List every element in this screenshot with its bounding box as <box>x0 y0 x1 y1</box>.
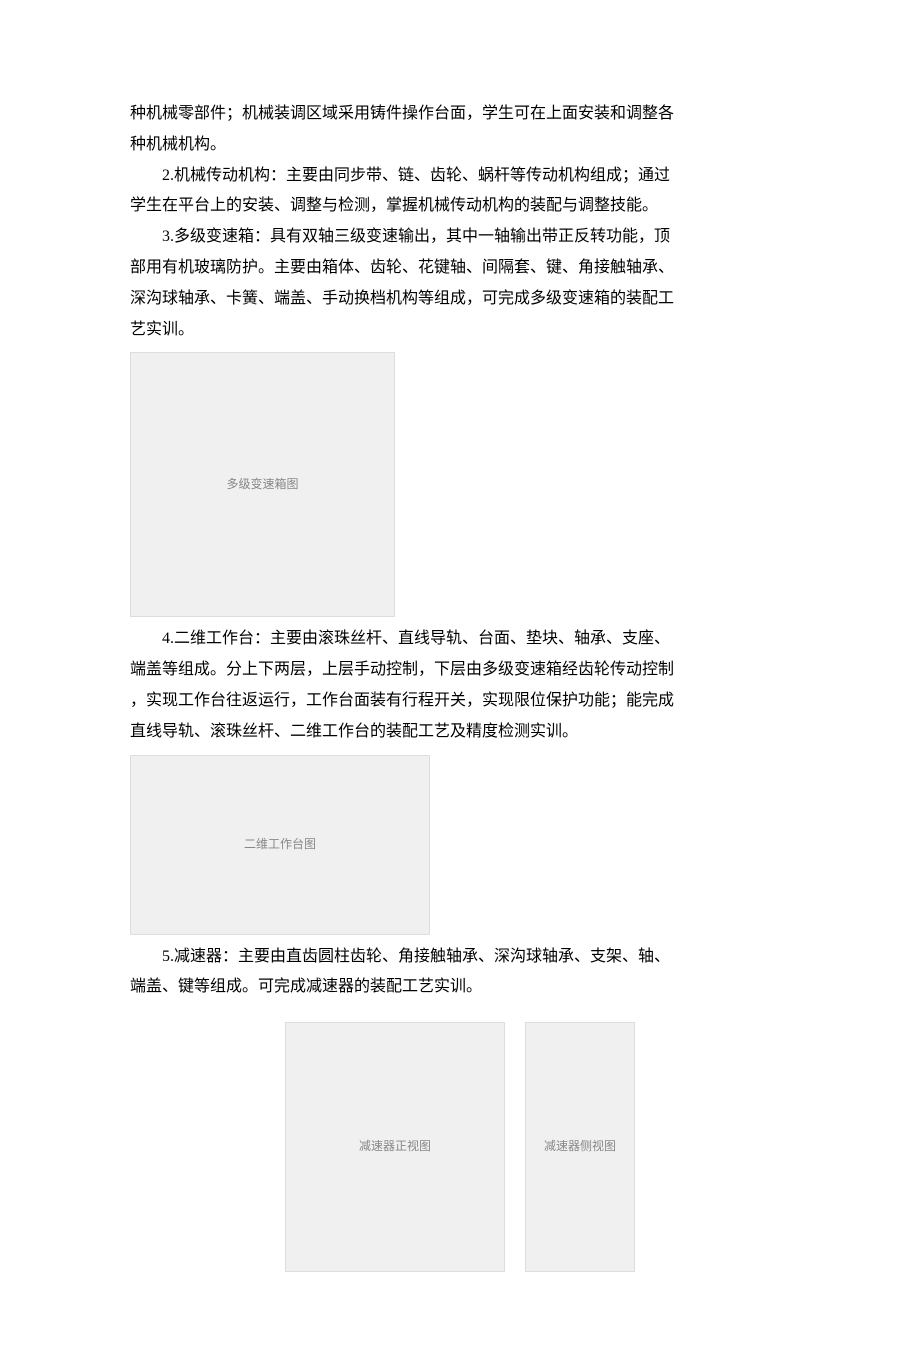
paragraph-item-4-line1: 4.二维工作台：主要由滚珠丝杆、直线导轨、台面、垫块、轴承、支座、 <box>130 625 790 654</box>
text-line: 直线导轨、滚珠丝杆、二维工作台的装配工艺及精度检测实训。 <box>130 723 578 740</box>
text-line: 学生在平台上的安装、调整与检测，掌握机械传动机构的装配与调整技能。 <box>130 197 658 214</box>
paragraph-item-3-line3: 深沟球轴承、卡簧、端盖、手动换档机构等组成，可完成多级变速箱的装配工 <box>130 285 790 314</box>
paragraph-continuation-1: 种机械零部件；机械装调区域采用铸件操作台面，学生可在上面安装和调整各 <box>130 100 790 129</box>
paragraph-item-3-line2: 部用有机玻璃防护。主要由箱体、齿轮、花键轴、间隔套、键、角接触轴承、 <box>130 254 790 283</box>
reducer-side-image: 减速器侧视图 <box>525 1022 635 1272</box>
paragraph-item-5-line2: 端盖、键等组成。可完成减速器的装配工艺实训。 <box>130 973 790 1002</box>
paragraph-item-5-line1: 5.减速器：主要由直齿圆柱齿轮、角接触轴承、深沟球轴承、支架、轴、 <box>130 943 790 972</box>
text-line: ，实现工作台往返运行，工作台面装有行程开关，实现限位保护功能；能完成 <box>130 692 674 709</box>
reducer-front-image: 减速器正视图 <box>285 1022 505 1272</box>
image-label: 多级变速箱图 <box>226 474 298 496</box>
text-line: 端盖等组成。分上下两层，上层手动控制，下层由多级变速箱经齿轮传动控制 <box>130 661 674 678</box>
text-line: 5.减速器：主要由直齿圆柱齿轮、角接触轴承、深沟球轴承、支架、轴、 <box>162 948 670 965</box>
reducer-image-row: 减速器正视图 减速器侧视图 <box>130 1022 790 1272</box>
text-line: 艺实训。 <box>130 321 194 338</box>
paragraph-item-4-line3: ，实现工作台往返运行，工作台面装有行程开关，实现限位保护功能；能完成 <box>130 687 790 716</box>
worktable-image-container: 二维工作台图 <box>130 755 790 935</box>
paragraph-item-4-line4: 直线导轨、滚珠丝杆、二维工作台的装配工艺及精度检测实训。 <box>130 718 790 747</box>
image-label: 二维工作台图 <box>244 834 316 856</box>
text-line: 3.多级变速箱：具有双轴三级变速输出，其中一轴输出带正反转功能，顶 <box>162 228 670 245</box>
image-label: 减速器正视图 <box>359 1136 431 1158</box>
text-line: 2.机械传动机构：主要由同步带、链、齿轮、蜗杆等传动机构组成；通过 <box>162 167 670 184</box>
text-line: 种机械机构。 <box>130 136 226 153</box>
text-line: 4.二维工作台：主要由滚珠丝杆、直线导轨、台面、垫块、轴承、支座、 <box>162 630 670 647</box>
text-line: 部用有机玻璃防护。主要由箱体、齿轮、花键轴、间隔套、键、角接触轴承、 <box>130 259 674 276</box>
paragraph-item-4-line2: 端盖等组成。分上下两层，上层手动控制，下层由多级变速箱经齿轮传动控制 <box>130 656 790 685</box>
image-label: 减速器侧视图 <box>544 1136 616 1158</box>
text-line: 种机械零部件；机械装调区域采用铸件操作台面，学生可在上面安装和调整各 <box>130 105 674 122</box>
paragraph-item-2-line1: 2.机械传动机构：主要由同步带、链、齿轮、蜗杆等传动机构组成；通过 <box>130 162 790 191</box>
text-line: 深沟球轴承、卡簧、端盖、手动换档机构等组成，可完成多级变速箱的装配工 <box>130 290 674 307</box>
paragraph-item-3-line4: 艺实训。 <box>130 316 790 345</box>
gearbox-image: 多级变速箱图 <box>130 352 395 617</box>
text-line: 端盖、键等组成。可完成减速器的装配工艺实训。 <box>130 978 482 995</box>
paragraph-item-3-line1: 3.多级变速箱：具有双轴三级变速输出，其中一轴输出带正反转功能，顶 <box>130 223 790 252</box>
worktable-image: 二维工作台图 <box>130 755 430 935</box>
gearbox-image-container: 多级变速箱图 <box>130 352 790 617</box>
paragraph-item-2-line2: 学生在平台上的安装、调整与检测，掌握机械传动机构的装配与调整技能。 <box>130 192 790 221</box>
paragraph-continuation-2: 种机械机构。 <box>130 131 790 160</box>
